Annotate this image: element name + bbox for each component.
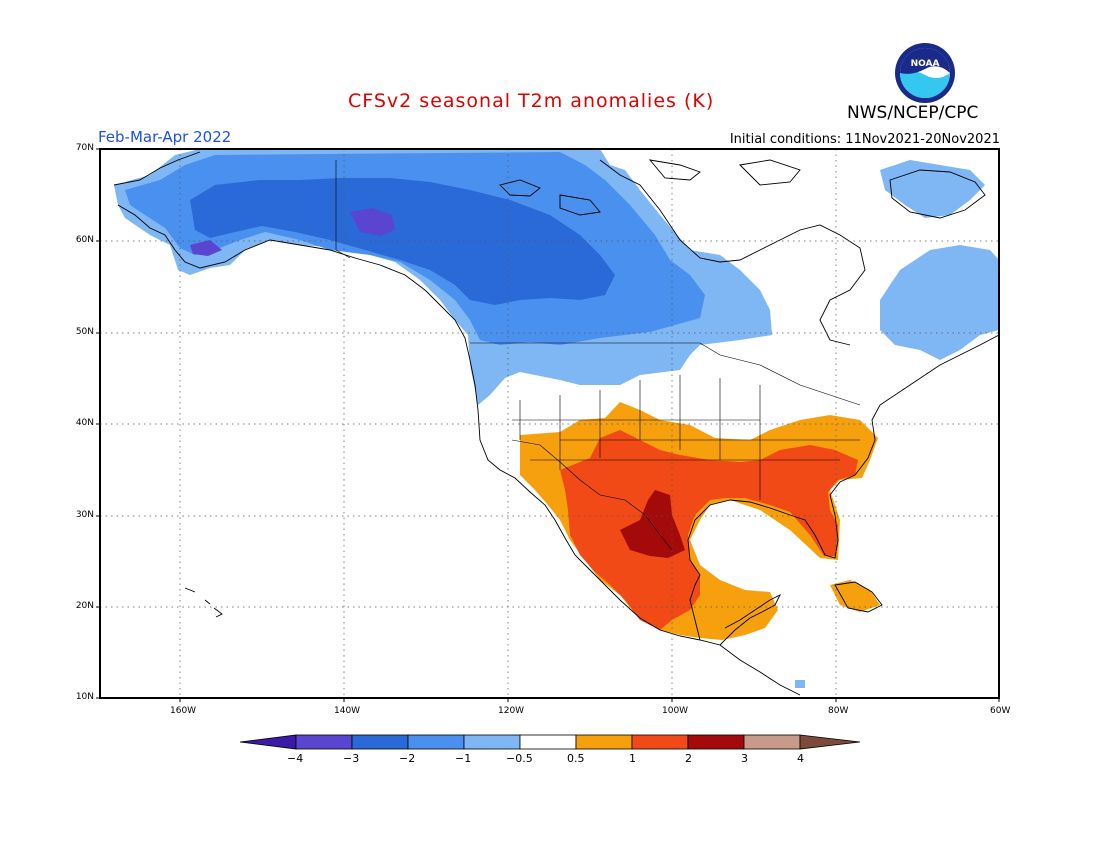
colorbar-tick: 2 xyxy=(685,752,692,765)
lon-label: 100W xyxy=(662,706,689,716)
anomaly-spot-darkest-blue-1 xyxy=(350,208,395,236)
colorbar-tick: 1 xyxy=(629,752,636,765)
lon-label: 120W xyxy=(498,706,525,716)
colorbar-segment xyxy=(407,734,465,750)
colorbar-tick: 3 xyxy=(741,752,748,765)
colorbar-segment xyxy=(351,734,409,750)
lon-label: 60W xyxy=(990,706,1011,716)
colorbar-segment xyxy=(631,734,689,750)
anomaly-region-east-canada xyxy=(880,245,999,360)
anomaly-spot-central-america xyxy=(795,680,805,688)
map-title: CFSv2 seasonal T2m anomalies (K) xyxy=(348,90,715,112)
graticule xyxy=(100,149,999,698)
colorbar-tick: 4 xyxy=(797,752,804,765)
colorbar-segment xyxy=(687,734,745,750)
anomaly-region-dark-red xyxy=(620,490,685,558)
logo-text: NOAA xyxy=(911,59,940,69)
colorbar-tick: 0.5 xyxy=(567,752,585,765)
lon-label: 140W xyxy=(334,706,361,716)
anomaly-region-dark-blue xyxy=(190,178,615,305)
colorbar-tick: −2 xyxy=(399,752,416,765)
colorbar-segment xyxy=(743,734,801,750)
colorbar-segment xyxy=(575,734,633,750)
anomaly-spot-darkest-blue-2 xyxy=(190,240,222,256)
lat-label: 70N xyxy=(75,143,94,153)
axis-ticks xyxy=(96,148,1000,702)
anomaly-region-red-orange xyxy=(560,430,858,630)
lon-label: 160W xyxy=(170,706,197,716)
lon-label: 80W xyxy=(828,706,849,716)
colorbar-segment xyxy=(463,734,521,750)
organization-label: NWS/NCEP/CPC xyxy=(847,103,979,123)
lat-label: 60N xyxy=(75,235,94,245)
noaa-logo: NOAA xyxy=(895,43,955,103)
lat-label: 10N xyxy=(75,692,94,702)
colorbar-segment xyxy=(519,734,577,750)
coastlines xyxy=(113,151,999,696)
anomaly-region-caribbean xyxy=(830,580,880,612)
initial-conditions: Initial conditions: 11Nov2021-20Nov2021 xyxy=(729,132,1000,147)
colorbar-segment xyxy=(239,734,297,750)
lat-label: 40N xyxy=(75,418,94,428)
colorbar-segment xyxy=(295,734,353,750)
colorbar-segment xyxy=(799,734,861,750)
lat-label: 50N xyxy=(75,327,94,337)
lat-label: 20N xyxy=(75,601,94,611)
forecast-period: Feb-Mar-Apr 2022 xyxy=(98,128,232,146)
colorbar-tick: −3 xyxy=(343,752,360,765)
lat-label: 30N xyxy=(75,510,94,520)
colorbar-tick: −1 xyxy=(455,752,472,765)
colorbar-tick: −4 xyxy=(287,752,304,765)
colorbar-tick: −0.5 xyxy=(506,752,533,765)
political-borders xyxy=(335,160,861,551)
